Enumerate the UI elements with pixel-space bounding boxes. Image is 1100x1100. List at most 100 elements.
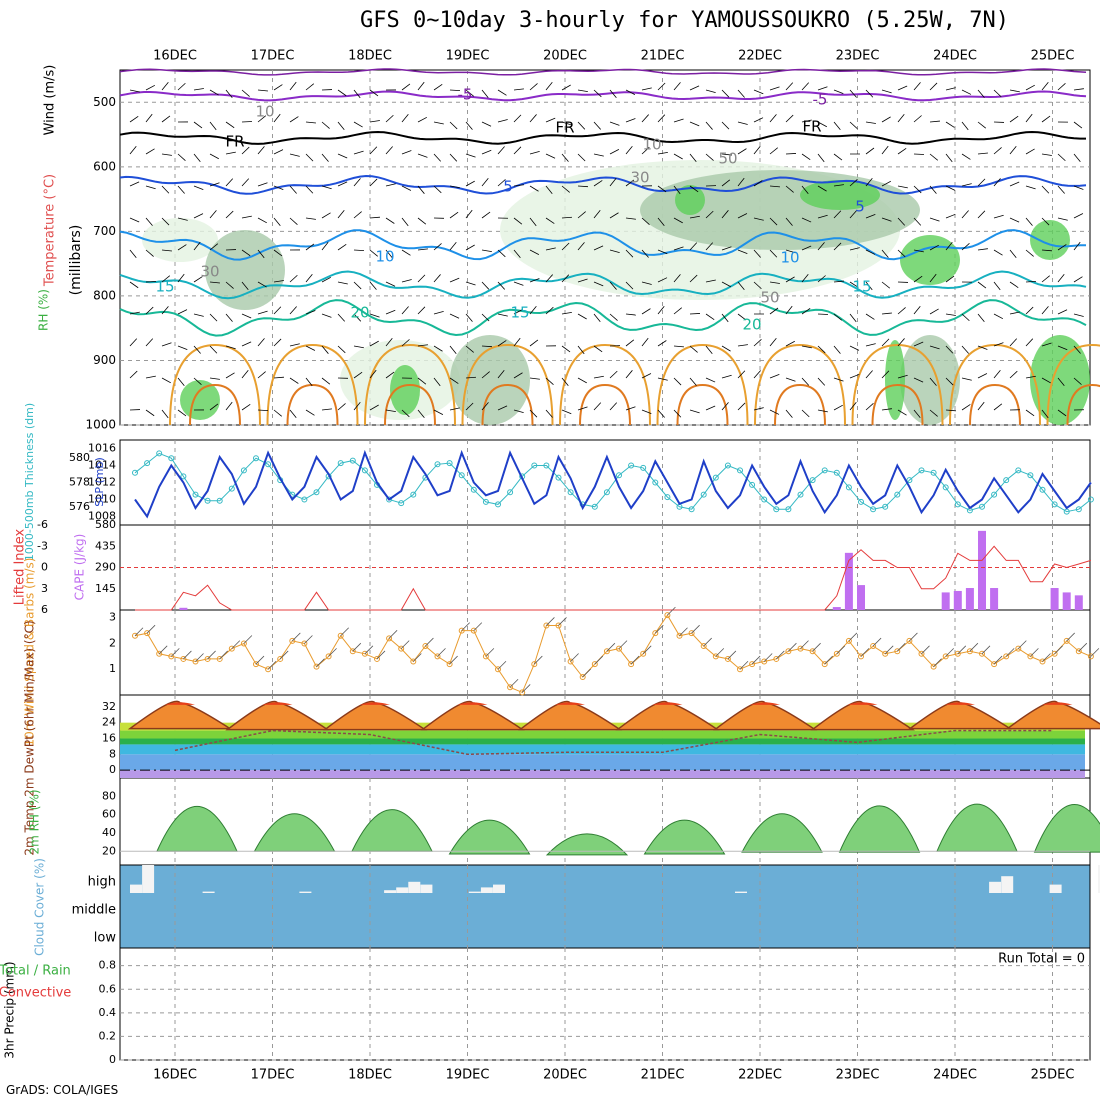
wind-barb <box>849 345 860 351</box>
wind-barb <box>513 217 523 225</box>
wind-barb <box>737 148 747 155</box>
wind-speed-point <box>482 653 489 660</box>
wind-barb <box>1057 244 1067 251</box>
wind-barb <box>1009 217 1020 223</box>
wind-barb <box>177 244 187 251</box>
wind-barb <box>145 217 153 226</box>
wind-barb <box>529 409 538 418</box>
wind-barb <box>353 150 364 155</box>
wind-barb <box>721 313 729 323</box>
wind-speed-point <box>180 655 187 662</box>
cape-bar <box>857 585 865 610</box>
wind-barb <box>177 217 188 221</box>
wind-barb <box>561 216 573 219</box>
thickness-point <box>882 503 889 510</box>
wind-barb <box>145 375 156 379</box>
surface-heat-contour <box>774 383 826 426</box>
wind-barb <box>785 185 794 193</box>
wind-barb <box>225 345 236 350</box>
wind-barb <box>849 121 858 130</box>
top-day-label: 18DEC <box>348 49 392 64</box>
wind-barb <box>561 409 572 415</box>
pressure-tick: 1000 <box>85 418 116 432</box>
wind-barb <box>881 116 891 123</box>
wind-barb <box>673 377 682 386</box>
wind-barb <box>241 341 252 347</box>
wind-barb <box>737 177 745 187</box>
wind-barb <box>433 311 444 315</box>
wind-barb <box>785 276 795 283</box>
cape-bar <box>990 588 999 610</box>
surface-heat-contour <box>969 383 1021 426</box>
thickness-point <box>833 469 840 476</box>
wind-barb <box>193 185 204 191</box>
surface-wind-barb <box>642 645 652 655</box>
wind-barb <box>449 185 460 189</box>
pressure-tick: 900 <box>93 353 116 367</box>
surface-wind-barb <box>231 640 241 649</box>
wind-barb <box>577 89 588 93</box>
thickness-point <box>942 484 949 491</box>
wind-barb <box>817 86 828 91</box>
wind-barb <box>705 313 715 321</box>
wind-barb <box>769 281 780 284</box>
wind-speed-point <box>845 637 852 644</box>
surface-wind-barb <box>945 648 954 657</box>
wind-barb <box>1009 249 1017 259</box>
wind-barb <box>625 217 636 220</box>
thickness-tick: 576 <box>69 500 90 513</box>
rh-curve <box>351 809 433 852</box>
wind-barb <box>849 402 857 411</box>
wind-speed-point <box>676 632 683 639</box>
thickness-point <box>845 484 852 491</box>
bottom-day-label: 21DEC <box>641 1068 685 1083</box>
thickness-point <box>446 460 453 467</box>
slp-tick: 1014 <box>88 459 116 472</box>
wind-barb <box>673 307 683 315</box>
pressure-tick: 500 <box>93 95 116 109</box>
wind-speed-point <box>495 666 501 673</box>
cloud-level-label: high <box>88 875 116 890</box>
wind-barb <box>801 409 810 418</box>
wind-speed-point <box>591 661 598 668</box>
slp-tick: 1008 <box>88 510 116 523</box>
wind-barb <box>865 249 876 255</box>
thickness-point <box>386 496 393 503</box>
wind-barb <box>881 370 890 379</box>
wind-barb <box>193 313 204 317</box>
wind-speed-point <box>724 655 731 662</box>
surface-wind-barb <box>812 642 821 652</box>
rh-shading <box>900 235 960 285</box>
temp-peak <box>360 702 390 705</box>
wind-barb <box>945 121 955 128</box>
wind-barb <box>497 89 507 96</box>
wind-barb <box>913 275 923 283</box>
cloud-level-label: middle <box>72 903 116 918</box>
surface-wind-barb <box>957 645 967 655</box>
wind-barb <box>417 377 427 385</box>
surface-wind-barb <box>594 655 604 665</box>
wind-barb <box>401 339 410 347</box>
wind-barb <box>1009 311 1020 315</box>
wind-barb <box>785 82 794 91</box>
wind-barb <box>1041 275 1050 283</box>
wind-barb <box>513 146 522 155</box>
temp-tick: 0 <box>109 763 116 776</box>
wind-barb <box>241 146 250 155</box>
precip-panel <box>119 947 1091 1061</box>
wind-barb <box>977 89 985 98</box>
wind-barb <box>753 89 764 95</box>
wind-barb <box>209 403 219 411</box>
wind-speed-point <box>1063 637 1070 644</box>
wind-speed-point <box>507 684 514 691</box>
wind-barb <box>625 370 633 379</box>
thickness-point <box>482 498 489 505</box>
wind-barb <box>209 243 219 251</box>
wind-barb <box>769 409 780 415</box>
wind10m-axis-label: 10m Wind Speed & Barbs (m/s) <box>23 558 37 747</box>
temp-peak <box>457 702 488 705</box>
slp-tick: 1016 <box>88 442 116 455</box>
wind-barb <box>785 340 795 347</box>
wind-barb <box>801 273 809 283</box>
wind-barb <box>257 281 267 288</box>
